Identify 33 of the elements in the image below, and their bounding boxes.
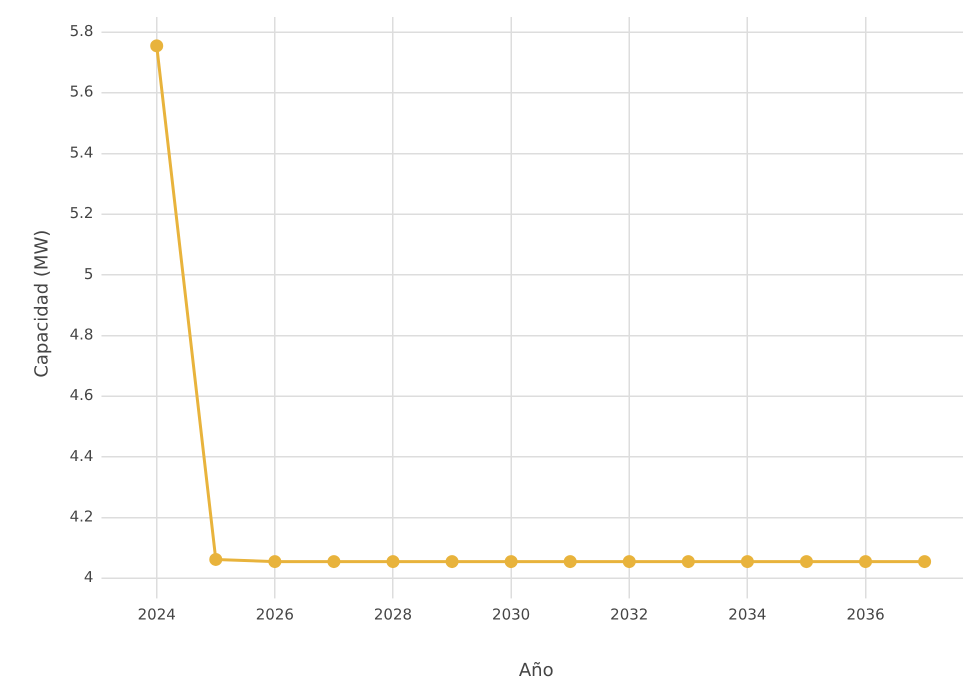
x-axis-title: Año (518, 660, 554, 681)
y-tick-label: 4.2 (70, 507, 94, 526)
y-axis-title: Capacidad (MW) (31, 230, 52, 378)
point (564, 555, 577, 568)
x-tick-label: 2024 (138, 605, 176, 624)
point (150, 39, 164, 52)
y-tick-label: 5 (84, 264, 94, 283)
point (740, 555, 754, 568)
point (682, 555, 695, 568)
y-tick-label: 5.4 (70, 143, 94, 162)
point (622, 555, 636, 568)
point (800, 555, 813, 568)
point (446, 555, 459, 568)
y-tick-label: 4 (84, 568, 94, 586)
x-tick-label: 2028 (374, 605, 412, 624)
point (268, 555, 282, 568)
point (209, 552, 222, 566)
y-tick-label: 4.6 (70, 386, 94, 404)
point (327, 555, 340, 568)
point (504, 555, 518, 568)
y-tick-label: 4.4 (70, 446, 94, 465)
x-tick-label: 2030 (492, 605, 530, 624)
y-tick-label: 4.8 (70, 325, 94, 344)
y-tick-label: 5.2 (70, 204, 94, 222)
point (859, 555, 872, 568)
point (386, 555, 400, 568)
y-tick-label: 5.8 (70, 22, 94, 40)
x-tick-label: 2036 (846, 605, 885, 624)
x-tick-label: 2034 (728, 605, 766, 624)
point (918, 555, 932, 568)
x-tick-label: 2026 (256, 605, 294, 624)
x-tick-label: 2032 (610, 605, 648, 624)
y-tick-label: 5.6 (70, 82, 94, 101)
